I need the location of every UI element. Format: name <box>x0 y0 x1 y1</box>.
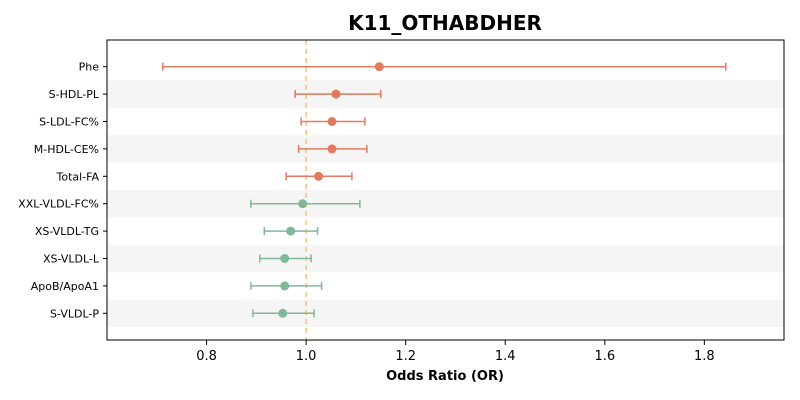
y-tick-label: XS-VLDL-TG <box>35 225 99 238</box>
point-estimate <box>280 281 290 291</box>
point-estimate <box>298 199 308 209</box>
y-tick-label: M-HDL-CE% <box>34 143 99 156</box>
x-axis: 0.8 1.0 1.2 1.4 1.6 1.8 <box>196 340 715 364</box>
point-estimate <box>278 308 288 318</box>
point-estimates <box>278 62 384 318</box>
y-tick-label: ApoB/ApoA1 <box>31 280 99 293</box>
y-tick-label: Total-FA <box>55 170 99 183</box>
point-estimate <box>280 254 290 263</box>
x-tick-label: 1.2 <box>395 349 416 364</box>
point-estimate <box>314 171 324 181</box>
y-tick-label: XXL-VLDL-FC% <box>18 198 99 211</box>
point-estimate <box>374 62 384 72</box>
y-tick-label: S-HDL-PL <box>49 88 100 101</box>
row-band <box>107 80 784 108</box>
y-tick-label: S-VLDL-P <box>50 307 99 320</box>
row-band <box>107 135 784 163</box>
plot-frame <box>106 39 785 341</box>
x-tick-label: 1.0 <box>296 349 317 364</box>
row-band <box>107 190 784 218</box>
y-axis-labels: Phe S-HDL-PL S-LDL-FC% M-HDL-CE% Total-FA XXL… <box>18 61 107 320</box>
point-estimate <box>327 144 337 154</box>
x-tick-label: 1.6 <box>594 349 615 364</box>
y-tick-label: XS-VLDL-L <box>43 253 100 266</box>
x-axis-title: Odds Ratio (OR) <box>386 369 504 384</box>
point-estimate <box>327 117 337 126</box>
point-estimate <box>286 226 296 236</box>
point-estimate <box>331 89 341 99</box>
x-tick-label: 1.4 <box>495 349 516 364</box>
row-bands <box>107 80 784 327</box>
row-band <box>107 299 784 327</box>
y-tick-label: Phe <box>79 61 100 74</box>
row-band <box>107 244 784 273</box>
chart-title: K11_OTHABDHER <box>348 11 542 35</box>
x-tick-label: 1.8 <box>694 349 715 364</box>
y-tick-label: S-LDL-FC% <box>39 116 99 129</box>
x-tick-label: 0.8 <box>196 349 217 364</box>
